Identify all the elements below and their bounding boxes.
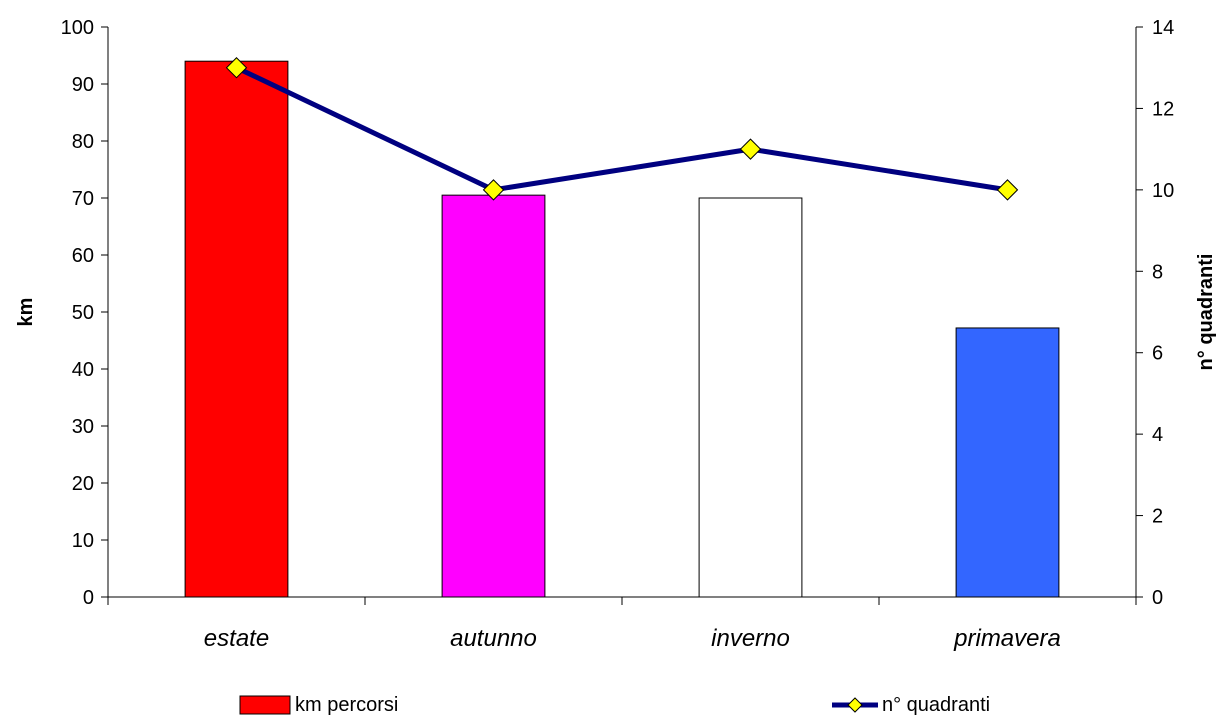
bar-estate: [184, 60, 289, 598]
y-left-tick-label: 100: [61, 17, 94, 39]
y-left-tick-label: 40: [72, 359, 94, 381]
line-n-quadranti: [235, 65, 1008, 193]
legend-label-n-quadranti: n° quadranti: [882, 694, 990, 715]
bar-autunno: [441, 194, 546, 598]
y-right-tick-label: 10: [1152, 180, 1174, 202]
legend-swatch-km-percorsi: [239, 695, 291, 715]
y-axis-right-title: n° quadranti: [1195, 254, 1217, 371]
legend-label-km-percorsi: km percorsi: [295, 694, 398, 715]
marker-primavera: [996, 179, 1019, 201]
bar-series: [184, 60, 1060, 598]
marker-inverno: [739, 138, 762, 160]
marker-estate: [225, 57, 248, 79]
y-left-tick-label: 10: [72, 530, 94, 552]
y-right-tick-label: 8: [1152, 261, 1163, 283]
x-category-label: autunno: [450, 625, 537, 652]
x-category-label: primavera: [953, 625, 1061, 652]
y-left-tick-label: 50: [72, 302, 94, 324]
marker-autunno: [482, 179, 505, 201]
y-right-tick-label: 6: [1152, 343, 1163, 365]
y-right-tick-label: 14: [1152, 17, 1174, 39]
y-left-tick-label: 60: [72, 245, 94, 267]
y-left-tick-label: 90: [72, 74, 94, 96]
y-axis-left-title: km: [15, 298, 37, 327]
y-right-tick-label: 4: [1152, 424, 1163, 446]
y-left-tick-label: 30: [72, 416, 94, 438]
legend-marker-n-quadranti: [847, 697, 863, 713]
line-series: [225, 57, 1019, 201]
bar-primavera: [955, 327, 1060, 598]
y-right-tick-label: 12: [1152, 98, 1174, 120]
bar-inverno: [698, 197, 803, 598]
x-category-label: estate: [204, 625, 269, 652]
y-right-tick-label: 0: [1152, 587, 1163, 609]
x-category-label: inverno: [711, 625, 790, 652]
y-right-tick-label: 2: [1152, 506, 1163, 528]
y-left-tick-label: 0: [83, 587, 94, 609]
y-left-tick-label: 80: [72, 131, 94, 153]
axes: 0 10 20 30 40 50 60 70 80 90 100 0 2 4 6 8 10 12 14 estate a…: [61, 17, 1175, 652]
legend: km percorsi n° quadranti: [239, 694, 990, 715]
y-left-tick-label: 70: [72, 188, 94, 210]
y-left-tick-label: 20: [72, 473, 94, 495]
